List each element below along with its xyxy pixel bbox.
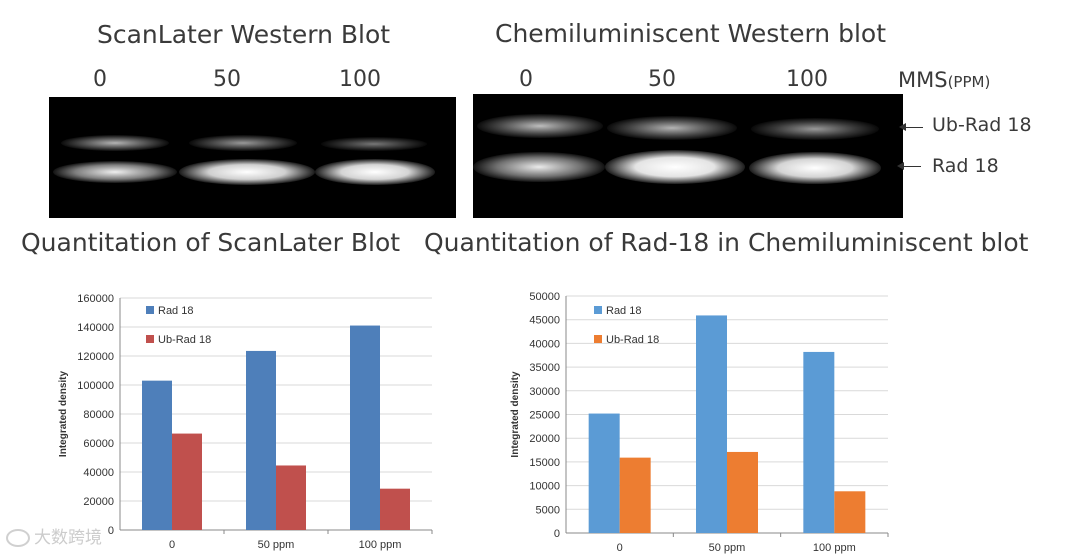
scanlater-bar-chart: 0 20000 40000 60000 80000 100000 120000 140000 1…: [58, 293, 433, 551]
mms-axis-label: MMS(PPM): [898, 68, 990, 92]
ub-rad18-arrow-icon: [899, 123, 923, 131]
legend-swatch: [594, 335, 602, 343]
watermark-text: 大数跨境: [34, 528, 102, 548]
x-tick-label: 0: [617, 542, 623, 554]
x-tick-label: 50 ppm: [258, 539, 295, 551]
bar: [276, 465, 306, 530]
band-upper-lane-3: [321, 137, 427, 151]
y-tick-label: 35000: [529, 362, 560, 374]
rad18-arrow-icon: [897, 162, 921, 170]
y-tick-label: 40000: [83, 467, 114, 479]
band-upper-lane-2: [607, 116, 737, 140]
y-tick-label: 140000: [77, 322, 114, 334]
y-tick-label: 100000: [77, 380, 114, 392]
y-tick-label: 25000: [529, 410, 560, 422]
y-tick-label: 60000: [83, 438, 114, 450]
x-tick-label: 100 ppm: [813, 542, 856, 554]
rad18-band-label: Rad 18: [932, 155, 999, 177]
bar: [380, 488, 410, 530]
watermark-logo-icon: [6, 529, 30, 547]
y-tick-label: 45000: [529, 315, 560, 327]
scanlater-blot-heading: ScanLater Western Blot: [97, 20, 391, 49]
bar: [172, 433, 202, 530]
bar: [350, 325, 380, 530]
y-axis-title: Integrated density: [510, 371, 521, 458]
lane-label-right-0: 0: [519, 67, 533, 92]
band-upper-lane-1: [61, 135, 169, 151]
y-tick-label: 20000: [529, 433, 560, 445]
bar: [803, 351, 835, 533]
ppm-unit-label: (PPM): [947, 73, 991, 91]
legend-label: Rad 18: [158, 305, 193, 317]
scanlater-blot-image: [49, 97, 456, 218]
legend-swatch: [594, 306, 602, 314]
y-tick-label: 20000: [83, 496, 114, 508]
y-tick-label: 0: [108, 525, 114, 537]
lane-label-left-50: 50: [213, 67, 241, 92]
band-lower-lane-1: [53, 161, 177, 183]
x-tick-label: 0: [169, 539, 175, 551]
lane-label-left-100: 100: [339, 67, 381, 92]
bar: [246, 350, 276, 530]
y-tick-label: 10000: [529, 481, 560, 493]
bar: [588, 413, 620, 533]
watermark: 大数跨境: [6, 523, 102, 548]
band-lower-lane-1: [473, 152, 605, 182]
lane-label-right-50: 50: [648, 67, 676, 92]
y-tick-label: 5000: [536, 504, 560, 516]
bar: [142, 380, 172, 530]
y-tick-label: 0: [554, 528, 560, 540]
bar: [619, 457, 651, 533]
legend-swatch: [146, 335, 154, 343]
y-tick-label: 40000: [529, 338, 560, 350]
bar: [727, 451, 758, 533]
scanlater-quant-heading: Quantitation of ScanLater Blot: [21, 228, 401, 257]
band-lower-lane-3: [749, 152, 881, 184]
legend-label: Ub-Rad 18: [158, 334, 211, 346]
bar: [834, 491, 866, 533]
chemi-blot-image: [473, 94, 903, 218]
legend-label: Ub-Rad 18: [606, 334, 659, 346]
band-upper-lane-3: [751, 118, 879, 140]
ub-rad18-band-label: Ub-Rad 18: [932, 114, 1032, 136]
band-lower-lane-2: [605, 150, 745, 184]
mms-label: MMS: [898, 68, 948, 92]
lane-label-left-0: 0: [93, 67, 107, 92]
lane-label-right-100: 100: [786, 67, 828, 92]
legend-swatch: [146, 306, 154, 314]
y-axis-title: Integrated density: [58, 371, 69, 458]
y-tick-label: 50000: [529, 291, 560, 303]
x-tick-label: 50 ppm: [709, 542, 746, 554]
y-tick-label: 30000: [529, 386, 560, 398]
y-tick-label: 160000: [77, 293, 114, 305]
y-tick-label: 80000: [83, 409, 114, 421]
band-upper-lane-1: [477, 114, 603, 138]
band-lower-lane-2: [179, 159, 315, 185]
legend-label: Rad 18: [606, 305, 641, 317]
band-lower-lane-3: [315, 159, 435, 185]
band-upper-lane-2: [189, 135, 297, 151]
bar: [696, 315, 727, 533]
x-tick-label: 100 ppm: [359, 539, 402, 551]
y-tick-label: 15000: [529, 457, 560, 469]
y-tick-label: 120000: [77, 351, 114, 363]
chemi-quant-heading: Quantitation of Rad-18 in Chemiluminisce…: [424, 228, 1029, 257]
chemi-blot-heading: Chemiluminiscent Western blot: [495, 19, 886, 48]
chemi-bar-chart: 0 5000 10000 15000 20000 25000 30000 35000 40000…: [510, 291, 889, 554]
